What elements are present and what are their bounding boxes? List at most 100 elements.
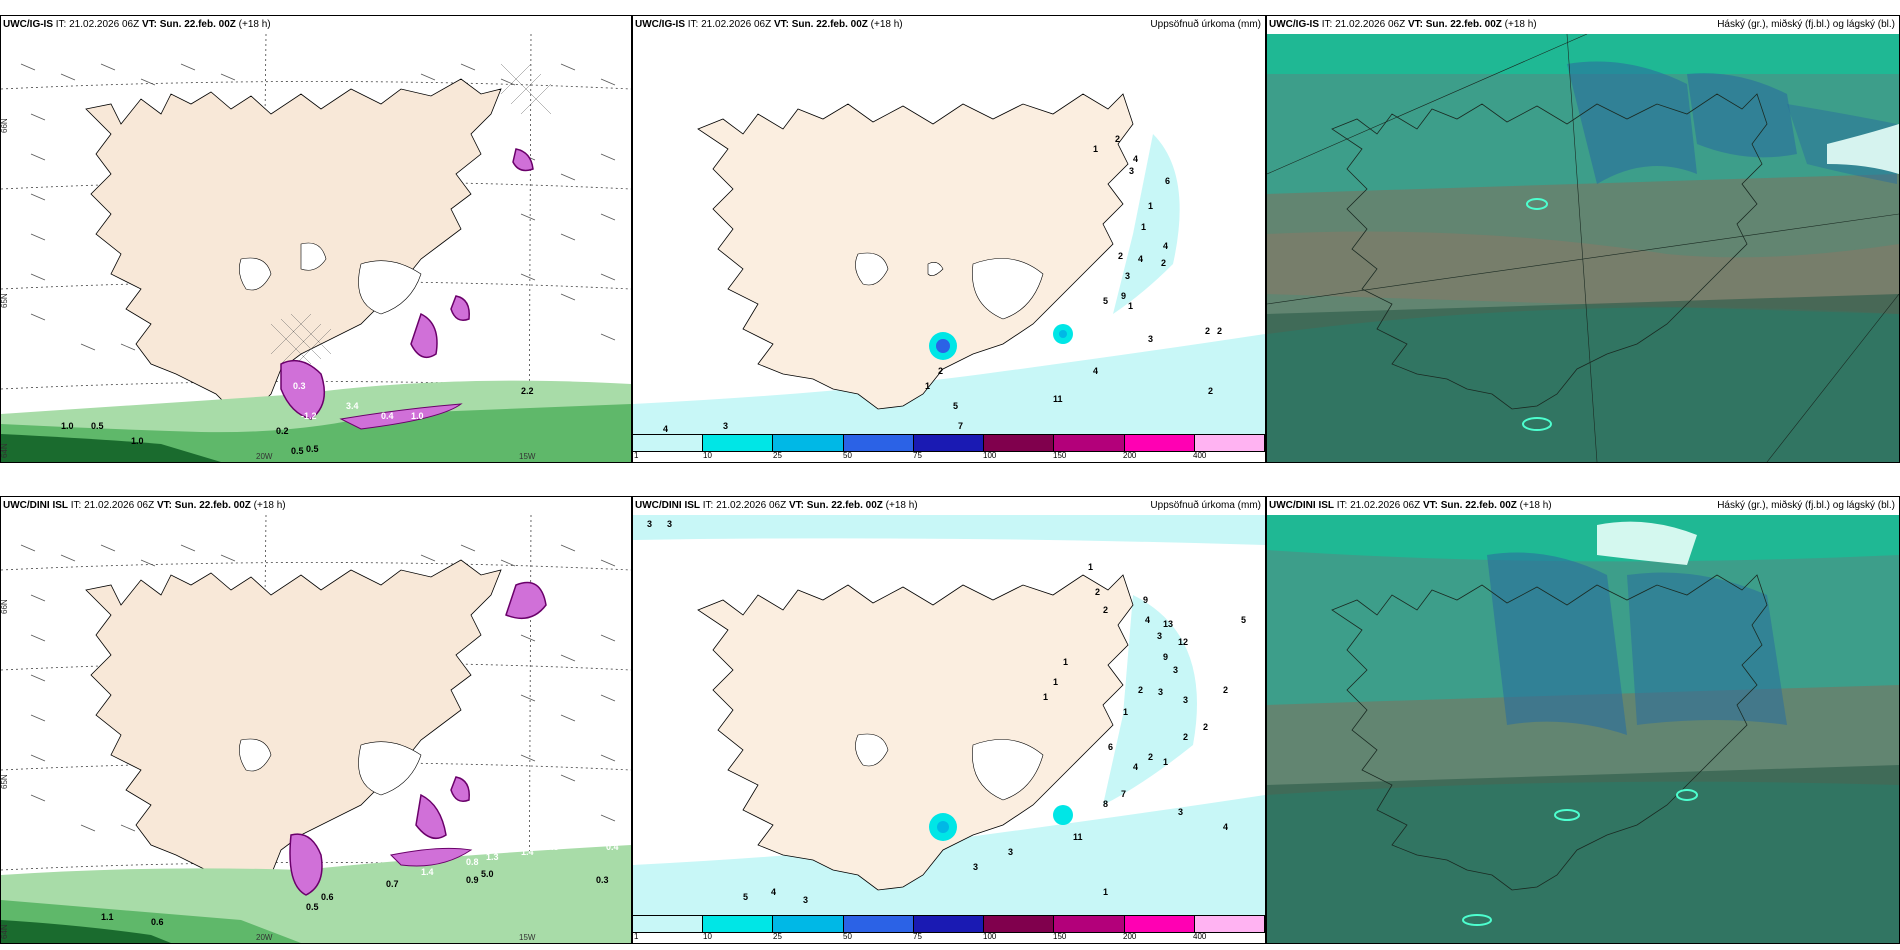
svg-text:2: 2 — [1138, 685, 1143, 695]
svg-text:1.4: 1.4 — [521, 847, 534, 857]
svg-text:3: 3 — [667, 519, 672, 529]
svg-text:11: 11 — [1053, 394, 1063, 404]
panel-title: Uppsöfnuð úrkoma (mm) — [1150, 500, 1261, 511]
vt-prefix: VT: — [141, 19, 157, 30]
svg-text:8: 8 — [1103, 799, 1108, 809]
svg-text:5: 5 — [743, 892, 748, 902]
svg-text:2: 2 — [938, 366, 943, 376]
panel-header: UWC/DINI ISL IT: 21.02.2026 06Z VT: Sun.… — [1, 497, 631, 515]
svg-text:1: 1 — [1043, 692, 1048, 702]
lat-label: 64N — [1, 443, 9, 458]
model-label: UWC/IG-IS — [1269, 19, 1319, 30]
precipitation-map: 3 3 1 2 9 2 4 13 5 3 12 9 3 1 1 1 2 3 3 … — [633, 515, 1265, 915]
lat-label: 66N — [1, 118, 9, 133]
it-prefix: IT: — [55, 19, 67, 30]
svg-text:4: 4 — [1145, 615, 1150, 625]
svg-text:3: 3 — [647, 519, 652, 529]
legend-color-box — [773, 916, 844, 932]
valid-time: Sun. 22.feb. 00Z — [174, 500, 251, 511]
svg-text:9: 9 — [1121, 291, 1126, 301]
valid-time: Sun. 22.feb. 00Z — [806, 500, 883, 511]
temp-label: 2.2 — [521, 386, 534, 396]
svg-text:0.4: 0.4 — [606, 842, 619, 852]
init-time: 21.02.2026 06Z — [1335, 19, 1406, 30]
svg-text:3: 3 — [1158, 687, 1163, 697]
lead-time: (+18 h) — [870, 19, 903, 30]
model-label: UWC/IG-IS — [3, 19, 53, 30]
panel-header: UWC/DINI ISL IT: 21.02.2026 06Z VT: Sun.… — [1267, 497, 1899, 515]
temp-label: 0.5 — [306, 444, 319, 454]
svg-text:9: 9 — [1163, 652, 1168, 662]
panel-header: UWC/DINI ISL IT: 21.02.2026 06Z VT: Sun.… — [633, 497, 1265, 515]
init-time: 21.02.2026 06Z — [84, 500, 155, 511]
svg-text:3: 3 — [1148, 334, 1153, 344]
svg-text:11: 11 — [1073, 832, 1083, 842]
map-panel-top-middle: UWC/IG-IS IT: 21.02.2026 06Z VT: Sun. 22… — [632, 15, 1266, 463]
wind-temperature-map: 0.3 4.3 -1.2 1.0 2.2 3.4 0.3 1.0 0.4 0.2… — [1, 34, 631, 462]
svg-text:3: 3 — [1178, 807, 1183, 817]
svg-text:3: 3 — [1125, 271, 1130, 281]
svg-text:2: 2 — [1183, 732, 1188, 742]
vt-prefix: VT: — [1407, 19, 1423, 30]
svg-text:5: 5 — [1103, 296, 1108, 306]
temp-label: 0.4 — [381, 411, 394, 421]
svg-text:65N: 65N — [1, 774, 9, 789]
panel-header: UWC/IG-IS IT: 21.02.2026 06Z VT: Sun. 22… — [1267, 16, 1899, 34]
svg-text:2: 2 — [1118, 251, 1123, 261]
svg-text:3: 3 — [1008, 847, 1013, 857]
legend-color-box — [1124, 435, 1195, 451]
temp-label: 1.0 — [411, 411, 424, 421]
svg-text:3: 3 — [1129, 166, 1134, 176]
svg-text:1: 1 — [1053, 677, 1058, 687]
svg-text:15W: 15W — [519, 933, 536, 942]
svg-text:0.9: 0.9 — [466, 875, 479, 885]
svg-text:5: 5 — [1241, 615, 1246, 625]
legend-color-box — [703, 435, 774, 451]
svg-text:2: 2 — [1095, 587, 1100, 597]
svg-text:9: 9 — [1143, 595, 1148, 605]
svg-text:2: 2 — [1103, 605, 1108, 615]
legend-color-box — [1194, 435, 1265, 451]
svg-text:1: 1 — [1088, 562, 1093, 572]
temp-label: 0.3 — [446, 361, 459, 371]
svg-text:2: 2 — [1205, 326, 1210, 336]
valid-time: Sun. 22.feb. 00Z — [1440, 500, 1517, 511]
panel-header: UWC/IG-IS IT: 21.02.2026 06Z VT: Sun. 22… — [1, 16, 631, 34]
svg-text:4: 4 — [1093, 366, 1098, 376]
temp-label: 0.3 — [293, 381, 306, 391]
svg-text:1: 1 — [1093, 144, 1098, 154]
svg-text:5: 5 — [953, 401, 958, 411]
svg-text:1: 1 — [925, 381, 930, 391]
temp-label: 0.5 — [91, 421, 104, 431]
panel-title: Háský (gr.), miðský (fj.bl.) og lágský (… — [1717, 500, 1895, 511]
svg-text:1: 1 — [1103, 887, 1108, 897]
svg-text:3: 3 — [803, 895, 808, 905]
legend-color-box — [633, 916, 704, 932]
svg-text:1: 1 — [1148, 201, 1153, 211]
lead-time: (+18 h) — [1519, 500, 1552, 511]
svg-text:2: 2 — [1203, 722, 1208, 732]
model-label: UWC/DINI ISL — [3, 500, 68, 511]
it-prefix: IT: — [702, 500, 714, 511]
legend-color-box — [913, 435, 985, 451]
it-prefix: IT: — [1336, 500, 1348, 511]
lead-time: (+18 h) — [885, 500, 918, 511]
svg-text:4: 4 — [1163, 241, 1168, 251]
svg-text:4: 4 — [771, 887, 776, 897]
svg-text:3: 3 — [1173, 665, 1178, 675]
legend-color-box — [913, 916, 985, 932]
svg-text:0.3: 0.3 — [546, 842, 559, 852]
svg-text:20W: 20W — [256, 933, 273, 942]
lon-label: 20W — [256, 452, 273, 461]
legend-color-box — [843, 435, 914, 451]
valid-time: Sun. 22.feb. 00Z — [1425, 19, 1502, 30]
temperature-labels: 0.3 4.3 -1.2 1.0 2.2 3.4 0.3 1.0 0.4 0.2… — [61, 361, 534, 456]
svg-text:1: 1 — [1128, 301, 1133, 311]
svg-text:4: 4 — [1138, 254, 1143, 264]
svg-text:4: 4 — [1133, 762, 1138, 772]
legend-color-box — [703, 916, 774, 932]
wind-temperature-map: 0.6 1.4 0.8 1.3 0.9 5.0 0.7 1.4 0.4 0.6 … — [1, 515, 631, 943]
legend-color-box — [984, 916, 1055, 932]
temp-label: 4.3 — [426, 366, 439, 376]
svg-text:0.7: 0.7 — [386, 879, 399, 889]
